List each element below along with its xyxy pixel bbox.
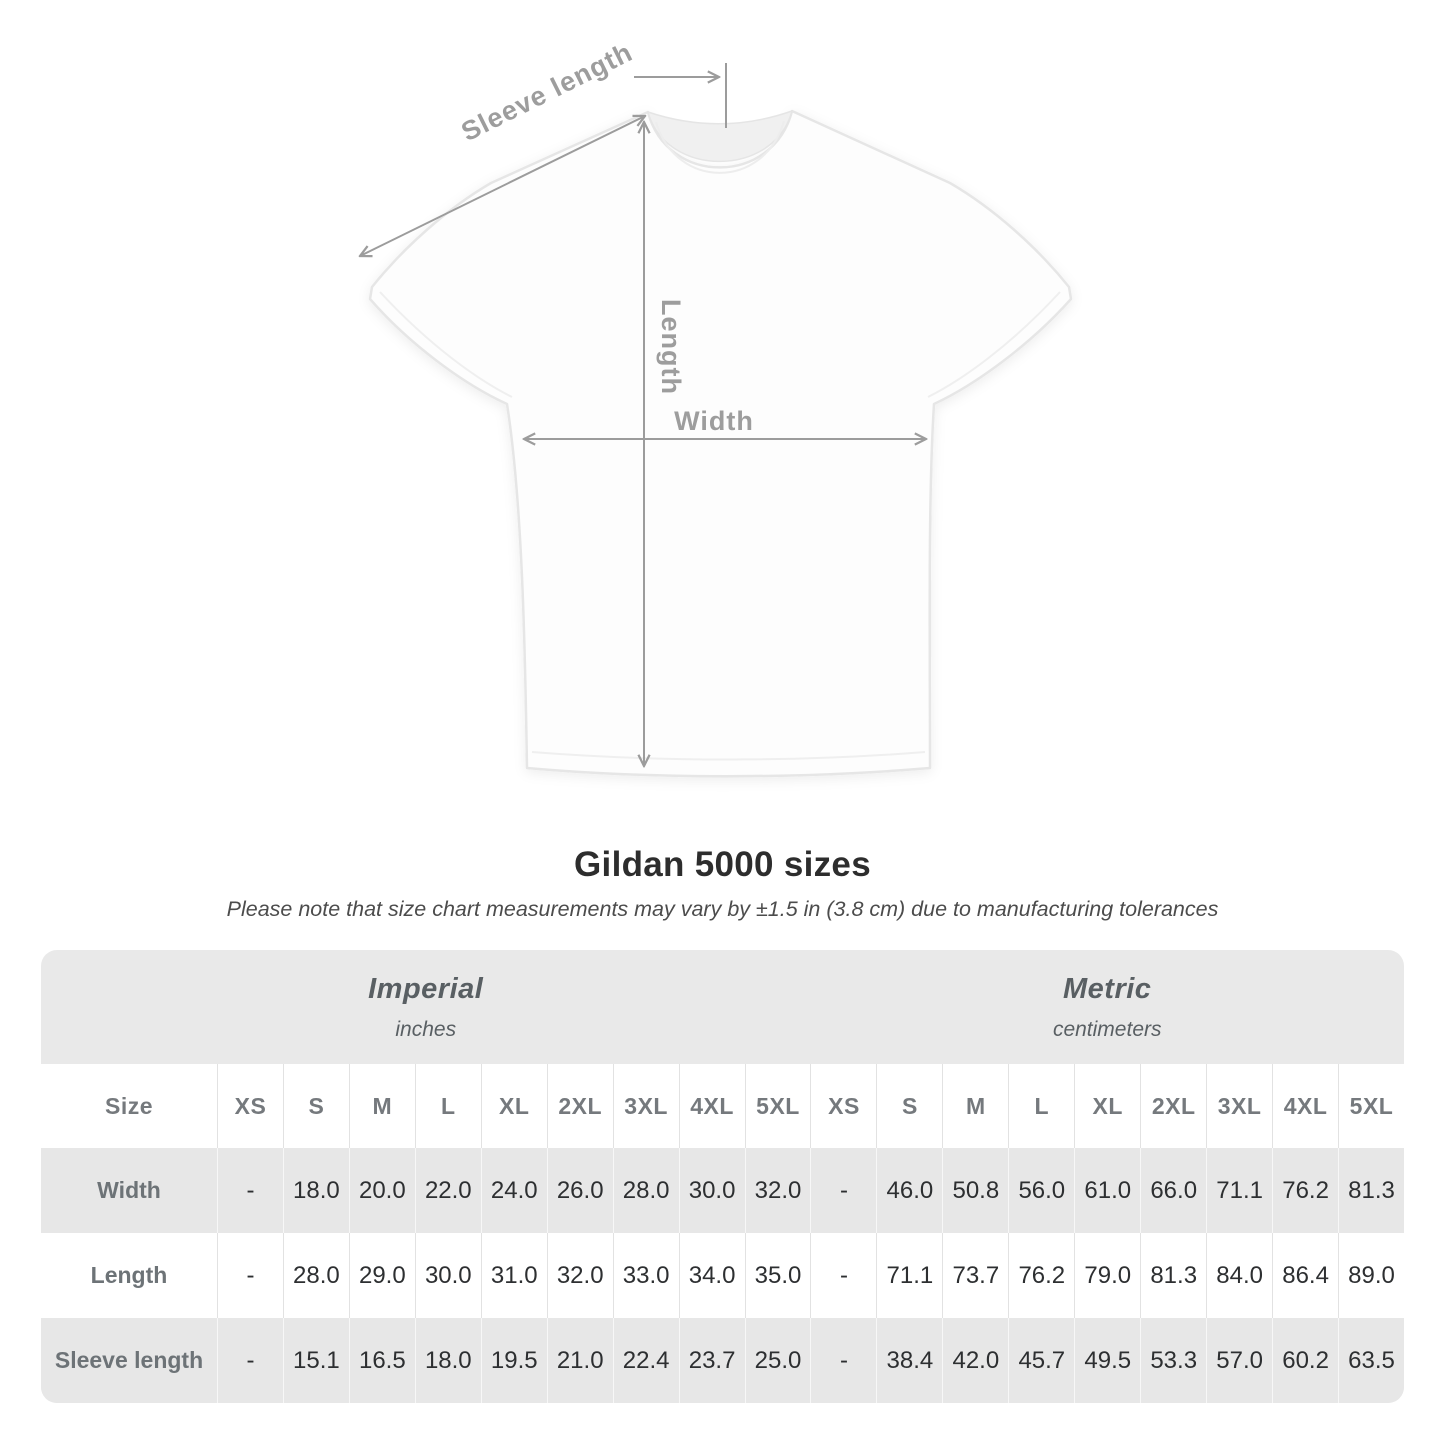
sleeve-hem-line-right — [927, 291, 1061, 398]
sleeve-length-value: 63.5 — [1338, 1318, 1404, 1403]
length-value: 34.0 — [678, 1233, 745, 1318]
size-header-imperial-xs: XS — [217, 1064, 283, 1148]
width-value: 24.0 — [480, 1148, 547, 1233]
width-value: 61.0 — [1074, 1148, 1141, 1233]
size-column-header: Size — [41, 1064, 217, 1148]
size-header-imperial-2xl: 2XL — [546, 1064, 613, 1148]
length-value: 76.2 — [1008, 1233, 1075, 1318]
sleeve-length-value: 42.0 — [942, 1318, 1009, 1403]
width-value: 32.0 — [744, 1148, 811, 1233]
sleeve-length-value: 25.0 — [744, 1318, 811, 1403]
size-header-imperial-4xl: 4XL — [678, 1064, 745, 1148]
length-value: 33.0 — [612, 1233, 679, 1318]
size-table: Imperial inches Metric centimeters Size … — [41, 950, 1404, 1403]
imperial-title: Imperial — [368, 972, 484, 1005]
length-value: 81.3 — [1140, 1233, 1207, 1318]
imperial-header-group: Imperial inches — [41, 950, 810, 1064]
width-value: 50.8 — [942, 1148, 1009, 1233]
sleeve-length-value: 18.0 — [414, 1318, 481, 1403]
length-label: Length — [656, 299, 686, 395]
sleeve-length-value: 21.0 — [546, 1318, 613, 1403]
width-value: 56.0 — [1008, 1148, 1075, 1233]
imperial-subtitle: inches — [395, 1017, 457, 1041]
size-header-imperial-l: L — [414, 1064, 481, 1148]
length-value: 79.0 — [1074, 1233, 1141, 1318]
size-header-metric-2xl: 2XL — [1140, 1064, 1207, 1148]
size-header-metric-xs: XS — [810, 1064, 877, 1148]
size-header-metric-5xl: 5XL — [1338, 1064, 1404, 1148]
size-header-metric-4xl: 4XL — [1272, 1064, 1339, 1148]
length-value: 29.0 — [348, 1233, 415, 1318]
sleeve-length-value: 22.4 — [612, 1318, 679, 1403]
sleeve-length-value: 49.5 — [1074, 1318, 1141, 1403]
width-value: 22.0 — [414, 1148, 481, 1233]
sleeve-length-value: - — [217, 1318, 283, 1403]
size-header-metric-s: S — [876, 1064, 943, 1148]
length-value: 73.7 — [942, 1233, 1009, 1318]
length-value: 28.0 — [282, 1233, 349, 1318]
sleeve-length-value: 16.5 — [348, 1318, 415, 1403]
sleeve-length-value: 23.7 — [678, 1318, 745, 1403]
sleeve-length-value: 19.5 — [480, 1318, 547, 1403]
tshirt-outline — [368, 109, 1073, 778]
width-value: 30.0 — [678, 1148, 745, 1233]
length-value: - — [810, 1233, 877, 1318]
width-label: Width — [674, 406, 754, 436]
row-label-sleeve-length: Sleeve length — [41, 1318, 217, 1403]
collar-seam — [655, 120, 785, 174]
sleeve-length-value: 57.0 — [1206, 1318, 1273, 1403]
length-value: 30.0 — [414, 1233, 481, 1318]
size-header-imperial-5xl: 5XL — [744, 1064, 811, 1148]
row-label-width: Width — [41, 1148, 217, 1233]
width-value: - — [217, 1148, 283, 1233]
sleeve-length-value: 38.4 — [876, 1318, 943, 1403]
tshirt-shape — [368, 109, 1073, 778]
width-value: 26.0 — [546, 1148, 613, 1233]
collar-opening — [646, 109, 794, 163]
sleeve-length-value: 15.1 — [282, 1318, 349, 1403]
width-value: 66.0 — [1140, 1148, 1207, 1233]
width-value: 76.2 — [1272, 1148, 1339, 1233]
size-header-metric-l: L — [1008, 1064, 1075, 1148]
sleeve-hem-line-left — [379, 291, 513, 398]
measurement-arrows — [360, 63, 926, 766]
sleeve-length-arrow — [360, 116, 645, 256]
size-header-metric-m: M — [942, 1064, 1009, 1148]
length-value: 71.1 — [876, 1233, 943, 1318]
width-value: 28.0 — [612, 1148, 679, 1233]
sleeve-length-value: 53.3 — [1140, 1318, 1207, 1403]
width-value: 71.1 — [1206, 1148, 1273, 1233]
bottom-hem-line — [531, 751, 926, 761]
width-value: - — [810, 1148, 877, 1233]
length-value: 89.0 — [1338, 1233, 1404, 1318]
chart-title: Gildan 5000 sizes — [574, 845, 871, 884]
length-value: 32.0 — [546, 1233, 613, 1318]
width-value: 46.0 — [876, 1148, 943, 1233]
length-value: 31.0 — [480, 1233, 547, 1318]
length-value: 35.0 — [744, 1233, 811, 1318]
row-label-length: Length — [41, 1233, 217, 1318]
metric-header-group: Metric centimeters — [810, 950, 1404, 1064]
width-value: 81.3 — [1338, 1148, 1404, 1233]
width-value: 20.0 — [348, 1148, 415, 1233]
sleeve-length-value: 60.2 — [1272, 1318, 1339, 1403]
length-value: 86.4 — [1272, 1233, 1339, 1318]
size-header-imperial-xl: XL — [480, 1064, 547, 1148]
sleeve-length-value: - — [810, 1318, 877, 1403]
size-header-metric-xl: XL — [1074, 1064, 1141, 1148]
length-value: - — [217, 1233, 283, 1318]
size-header-metric-3xl: 3XL — [1206, 1064, 1273, 1148]
size-header-imperial-3xl: 3XL — [612, 1064, 679, 1148]
metric-subtitle: centimeters — [1052, 1017, 1162, 1041]
size-header-imperial-m: M — [348, 1064, 415, 1148]
length-value: 84.0 — [1206, 1233, 1273, 1318]
size-header-imperial-s: S — [282, 1064, 349, 1148]
tshirt-measurement-diagram: Sleeve length Length Width — [0, 37, 1073, 778]
tolerance-note: Please note that size chart measurements… — [226, 897, 1219, 921]
width-value: 18.0 — [282, 1148, 349, 1233]
metric-title: Metric — [1063, 972, 1152, 1005]
sleeve-length-value: 45.7 — [1008, 1318, 1075, 1403]
